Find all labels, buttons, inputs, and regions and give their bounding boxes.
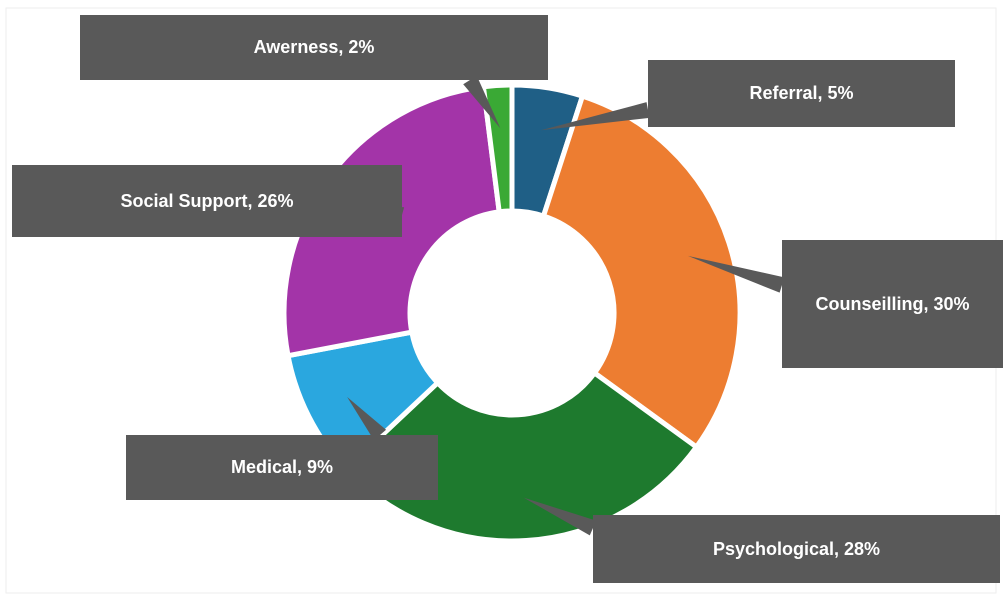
- donut-slice: [540, 93, 743, 451]
- data-label: Counseilling, 30%: [782, 240, 1003, 368]
- data-label: Referral, 5%: [648, 60, 955, 127]
- data-label: Medical, 9%: [126, 435, 438, 500]
- label-pointer: [540, 102, 650, 131]
- data-label: Social Support, 26%: [12, 165, 402, 237]
- data-label: Psychological, 28%: [593, 515, 1000, 583]
- label-pointer: [347, 396, 387, 441]
- label-pointer: [523, 497, 597, 536]
- label-pointer: [687, 255, 785, 293]
- data-label: Awerness, 2%: [80, 15, 548, 80]
- label-pointer: [463, 75, 501, 129]
